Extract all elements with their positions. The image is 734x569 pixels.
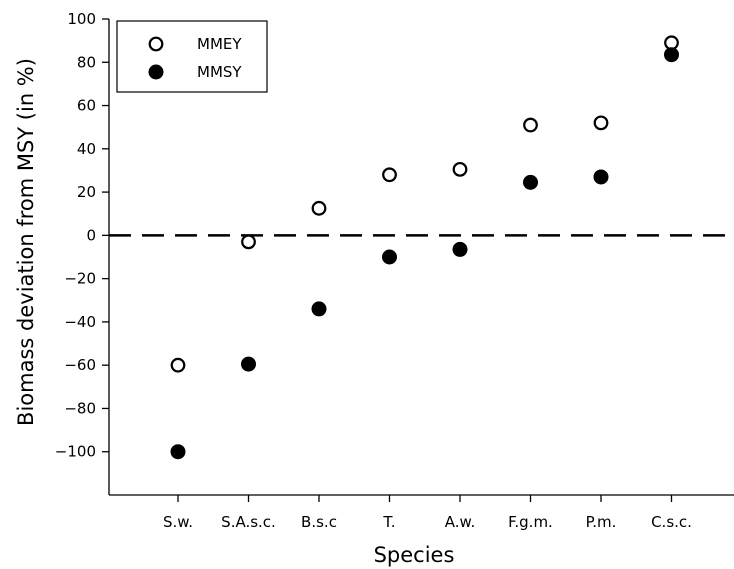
x-tick-label: T. (382, 513, 395, 531)
x-tick-label: C.s.c. (651, 513, 692, 531)
mmey-point (311, 200, 327, 216)
axes (108, 19, 734, 496)
mmey-point (452, 161, 468, 177)
x-tick-label: S.w. (163, 513, 193, 531)
y-axis-title: Biomass deviation from MSY (in %) (14, 58, 38, 426)
mmsy-point (523, 174, 538, 190)
mmey-point (523, 117, 538, 133)
y-tick-label: −60 (64, 356, 96, 374)
x-tick-label: B.s.c (301, 513, 337, 531)
legend-marker-mmsy (148, 64, 164, 80)
y-axis-ticks: −100 −80 −60 −40 −20 0 20 40 60 80 100 (55, 10, 109, 461)
legend: MMEY MMSY (116, 20, 268, 93)
legend-box (116, 20, 268, 93)
y-tick-label: 0 (86, 226, 96, 244)
x-axis-ticks: S.w. S.A.s.c. B.s.c T. A.w. F.g.m. P.m. C.s.c. (163, 495, 692, 531)
x-tick-label: P.m. (586, 513, 617, 531)
mmsy-point (452, 241, 468, 257)
y-tick-label: 40 (77, 140, 96, 158)
mmsy-point (382, 249, 397, 265)
y-tick-label: −80 (64, 399, 96, 417)
mmey-point (241, 234, 256, 250)
y-tick-label: 60 (77, 97, 96, 115)
mmey-point (593, 115, 609, 131)
y-tick-label: −100 (55, 443, 96, 461)
x-tick-label: S.A.s.c. (221, 513, 276, 531)
x-axis-title: Species (374, 543, 455, 567)
x-tick-label: F.g.m. (508, 513, 553, 531)
mmsy-point (170, 444, 186, 460)
y-tick-label: 20 (77, 183, 96, 201)
x-tick-label: A.w. (445, 513, 475, 531)
mmsy-point (664, 47, 679, 63)
mmey-point (170, 357, 186, 373)
y-tick-label: 80 (77, 53, 96, 71)
y-tick-label: −20 (64, 270, 96, 288)
y-tick-label: 100 (67, 10, 96, 28)
mmsy-point (241, 356, 256, 372)
data-points (170, 35, 679, 460)
mmey-point (382, 167, 397, 183)
mmsy-point (593, 169, 609, 185)
y-tick-label: −40 (64, 313, 96, 331)
mmsy-point (311, 301, 327, 317)
legend-label-mmey: MMEY (197, 35, 242, 53)
legend-label-mmsy: MMSY (197, 63, 242, 81)
legend-marker-mmey (148, 36, 164, 52)
